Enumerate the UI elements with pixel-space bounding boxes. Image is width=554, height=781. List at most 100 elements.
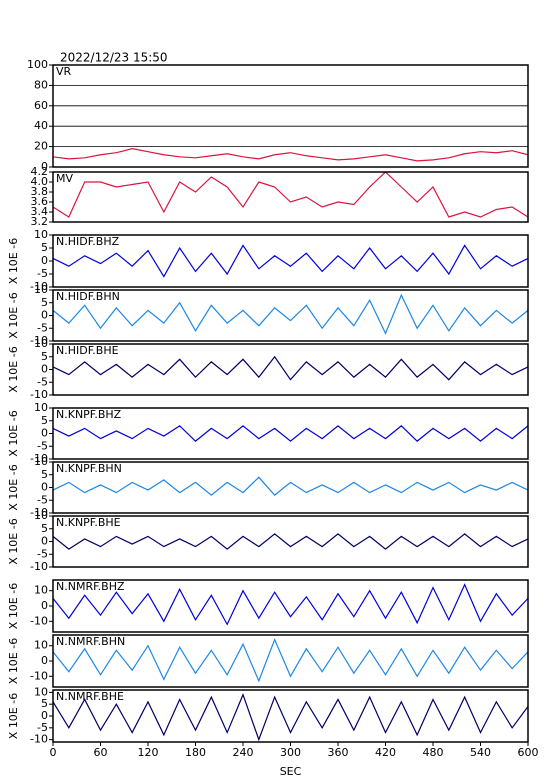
- y-tick-label: 5: [41, 697, 48, 710]
- y-tick-label: -5: [37, 721, 48, 734]
- y-tick-label: 10: [34, 639, 48, 652]
- trace: [52, 244, 529, 278]
- y-tick-label: 0: [41, 481, 48, 494]
- y-tick-label: 0: [41, 654, 48, 667]
- trace: [52, 533, 529, 550]
- y-tick-label: 0: [41, 363, 48, 376]
- panel-frame: [52, 461, 529, 514]
- panel-label: N.HIDF.BHZ: [56, 235, 120, 248]
- panel-label: N.KNPF.BHE: [56, 516, 121, 529]
- y-axis-label: X 10E -6: [7, 638, 20, 684]
- trace: [52, 355, 529, 381]
- y-tick-label: 5: [41, 522, 48, 535]
- panel-label: N.HIDF.BHE: [56, 344, 119, 357]
- y-tick-label: -10: [30, 280, 48, 293]
- x-tick-label: 180: [185, 746, 206, 759]
- y-tick-label: -10: [30, 614, 48, 627]
- y-tick-label: -5: [37, 493, 48, 506]
- trace: [52, 148, 529, 162]
- y-tick-label: 5: [41, 350, 48, 363]
- y-tick-label: 60: [34, 99, 48, 112]
- y-tick-label: 3.4: [31, 205, 49, 218]
- panel-frame: [52, 579, 529, 633]
- y-tick-label: -5: [37, 547, 48, 560]
- panel-label: N.KNPF.BHN: [56, 462, 122, 475]
- y-tick-label: 40: [34, 119, 48, 132]
- x-tick-label: 60: [94, 746, 108, 759]
- y-tick-label: 10: [34, 283, 48, 296]
- x-tick-label: 300: [280, 746, 301, 759]
- y-tick-label: 10: [34, 228, 48, 241]
- panel-frame: [52, 171, 529, 223]
- trace: [52, 693, 529, 742]
- x-tick-label: 420: [375, 746, 396, 759]
- y-tick-label: -10: [30, 388, 48, 401]
- y-axis-label: X 10E -6: [7, 346, 20, 392]
- x-axis-label: SEC: [280, 765, 302, 778]
- panel-frame: [52, 689, 529, 743]
- panel-frame: [52, 634, 529, 688]
- y-tick-label: 3.2: [31, 215, 49, 228]
- y-tick-label: 5: [41, 468, 48, 481]
- y-tick-label: 10: [34, 455, 48, 468]
- y-tick-label: 0: [41, 427, 48, 440]
- y-tick-label: 80: [34, 78, 48, 91]
- y-tick-label: -10: [30, 506, 48, 519]
- y-tick-label: 4.0: [31, 175, 49, 188]
- panel-frame: [52, 234, 529, 288]
- panel-label: N.HIDF.BHN: [56, 290, 120, 303]
- x-tick-label: 0: [50, 746, 57, 759]
- x-tick-label: 120: [138, 746, 159, 759]
- panel-frame: [52, 289, 529, 342]
- panel-frame: [52, 515, 529, 568]
- y-axis-label: X 10E -6: [7, 518, 20, 564]
- panel-label: N.NMRF.BHZ: [56, 580, 125, 593]
- y-tick-label: 10: [34, 509, 48, 522]
- panel-frame: [52, 343, 529, 396]
- y-tick-label: -10: [30, 452, 48, 465]
- y-tick-label: -5: [37, 267, 48, 280]
- y-tick-label: 0: [41, 254, 48, 267]
- y-tick-label: 5: [41, 296, 48, 309]
- y-tick-label: 10: [34, 401, 48, 414]
- y-tick-label: 0: [41, 535, 48, 548]
- x-tick-label: 480: [423, 746, 444, 759]
- y-tick-label: 5: [41, 414, 48, 427]
- y-tick-label: 10: [34, 685, 48, 698]
- timestamp: 2022/12/23 15:50: [60, 51, 168, 65]
- x-tick-label: 360: [328, 746, 349, 759]
- y-tick-label: 0: [41, 709, 48, 722]
- y-tick-label: 5: [41, 241, 48, 254]
- y-tick-label: 0: [41, 309, 48, 322]
- y-tick-label: 3.6: [31, 195, 49, 208]
- y-tick-label: 20: [34, 140, 48, 153]
- y-axis-label: X 10E -6: [7, 292, 20, 338]
- x-tick-label: 240: [233, 746, 254, 759]
- y-tick-label: -5: [37, 321, 48, 334]
- x-tick-label: 600: [518, 746, 539, 759]
- panel-frame: [52, 407, 529, 460]
- y-tick-label: 10: [34, 584, 48, 597]
- y-tick-label: -5: [37, 375, 48, 388]
- panel-label: N.NMRF.BHN: [56, 635, 125, 648]
- y-tick-label: 100: [27, 58, 48, 71]
- y-tick-label: 4.2: [31, 165, 49, 178]
- y-tick-label: 0: [41, 160, 48, 173]
- y-tick-label: -10: [30, 733, 48, 746]
- trace: [52, 637, 529, 683]
- y-tick-label: 10: [34, 337, 48, 350]
- trace: [52, 425, 529, 442]
- trace: [52, 476, 529, 496]
- y-tick-label: 3.8: [31, 185, 49, 198]
- panel-label: N.KNPF.BHZ: [56, 408, 122, 421]
- trace: [52, 171, 529, 218]
- y-tick-label: 0: [41, 599, 48, 612]
- panel-label: N.NMRF.BHE: [56, 690, 124, 703]
- trace: [52, 293, 529, 335]
- y-tick-label: -10: [30, 334, 48, 347]
- panel-frame: [52, 64, 529, 168]
- y-axis-label: X 10E -6: [7, 464, 20, 510]
- trace: [52, 583, 529, 626]
- panel-label: MV: [56, 172, 73, 185]
